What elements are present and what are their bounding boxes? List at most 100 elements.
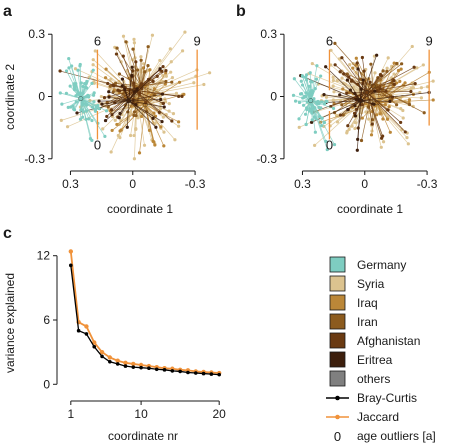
y-tick-label: 0 [270, 90, 277, 104]
sample-point [135, 87, 139, 91]
sample-point [142, 143, 147, 147]
spoke-line [108, 96, 129, 101]
sample-point [202, 82, 206, 87]
sample-point [401, 116, 405, 120]
sample-point [319, 106, 323, 110]
series-point-bray-curtis [139, 365, 143, 370]
spoke-line [128, 67, 133, 101]
spoke-line [106, 90, 136, 117]
sample-point [142, 62, 146, 66]
sample-point [154, 125, 158, 129]
panel-b-axes: 0.3 0 -0.3 0.3 0 -0.3 [256, 27, 437, 191]
sample-point [121, 34, 126, 38]
sample-point [140, 114, 144, 119]
sample-point [415, 66, 419, 70]
sample-point [90, 81, 94, 85]
sample-point [385, 66, 389, 70]
spoke-line [372, 85, 425, 114]
sample-point [360, 103, 364, 107]
sample-point [92, 100, 96, 104]
sample-point [381, 69, 385, 73]
legend: Germany Syria Iraq Iran Afghanistan Eritrea ot… [326, 256, 436, 444]
sample-point [111, 90, 115, 94]
spoke-line [377, 99, 410, 104]
spoke-line [128, 88, 138, 101]
sample-point [395, 61, 399, 66]
sample-point [372, 102, 376, 106]
panel-a-xlabel: coordinate 1 [107, 202, 173, 216]
sample-point [360, 116, 364, 120]
sample-point [164, 69, 168, 73]
sample-point [168, 47, 172, 51]
sample-point [161, 65, 165, 69]
sample-point [170, 76, 175, 80]
spoke-line [128, 100, 163, 122]
sample-point [305, 106, 309, 110]
sample-point [315, 64, 319, 68]
sample-point [340, 76, 344, 80]
sample-point [410, 44, 414, 49]
series-point-jaccard [68, 249, 74, 254]
spoke-line [140, 85, 155, 96]
spoke-line [119, 89, 135, 92]
spoke-line [368, 92, 420, 97]
spoke-line [80, 98, 100, 109]
spoke-line [366, 92, 373, 125]
sample-point [104, 109, 109, 113]
sample-point [162, 144, 166, 148]
spoke-line [99, 89, 136, 109]
sample-point [148, 68, 152, 72]
sample-point [333, 41, 337, 45]
series-point-bray-curtis [186, 370, 190, 375]
sample-point [405, 136, 409, 140]
sample-point [338, 70, 342, 74]
sample-point [66, 105, 70, 109]
spoke-line [343, 73, 368, 93]
sample-point [409, 89, 413, 94]
spoke-line [116, 47, 142, 87]
sample-point [364, 102, 368, 106]
sample-point [353, 114, 358, 118]
sample-point [102, 96, 107, 100]
legend-item-afghanistan: Afghanistan [329, 332, 420, 349]
sample-point [388, 99, 392, 103]
sample-point [109, 150, 113, 154]
sample-point [90, 118, 94, 123]
centroid-point [358, 98, 364, 104]
spoke-line [140, 46, 149, 87]
sample-point [293, 99, 298, 103]
sample-point [411, 86, 415, 90]
sample-point [76, 68, 80, 72]
series-point-jaccard [92, 340, 97, 345]
sample-point [324, 95, 329, 99]
sample-point [348, 88, 353, 92]
sample-point [87, 94, 91, 98]
sample-point [297, 117, 301, 121]
sample-point [297, 125, 301, 129]
legend-label: Bray-Curtis [357, 391, 417, 405]
series-line-jaccard [69, 251, 220, 374]
sample-point [180, 94, 184, 98]
sample-point [340, 56, 344, 60]
sample-point [79, 108, 83, 112]
spoke-line [145, 104, 179, 123]
spoke-line [311, 100, 361, 123]
sample-point [419, 96, 424, 100]
spoke-line [347, 73, 374, 87]
spoke-line [128, 99, 161, 102]
sample-point [399, 107, 403, 111]
spoke-line [350, 89, 361, 101]
sample-point [335, 120, 340, 124]
sample-point [316, 99, 320, 104]
sample-point [348, 62, 352, 67]
panel-b-marks: 6 9 0 [291, 34, 435, 152]
sample-point [107, 95, 111, 99]
sample-point [73, 67, 78, 71]
x-tick-label: 0.3 [294, 177, 311, 191]
sample-point [132, 133, 136, 138]
sample-point [87, 117, 91, 121]
sample-point [312, 97, 316, 101]
spoke-line [301, 81, 312, 101]
spoke-line [356, 100, 361, 151]
sample-point [400, 62, 404, 66]
